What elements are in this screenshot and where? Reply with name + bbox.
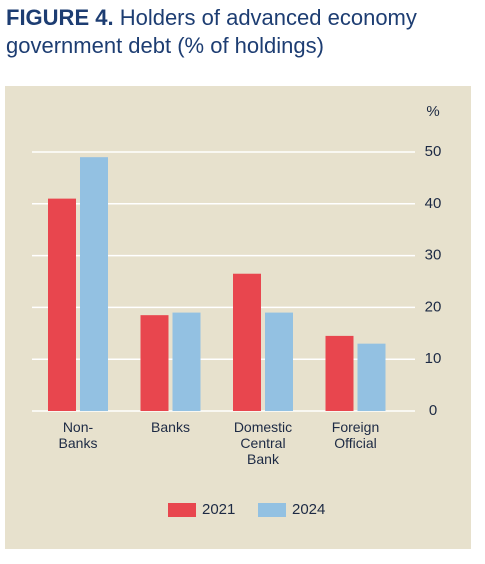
y-tick-label: 50 (425, 143, 442, 160)
bar (48, 198, 76, 411)
x-tick-label: Domestic Central Bank (233, 419, 293, 467)
legend-label: 2021 (202, 501, 235, 518)
bar (325, 335, 354, 411)
legend-label: 2024 (292, 501, 325, 518)
figure-label: FIGURE 4. (6, 5, 114, 30)
y-tick-label: 10 (425, 350, 442, 367)
x-tick-label: Non- Banks (58, 419, 98, 451)
bar (140, 315, 169, 411)
bar (172, 312, 201, 411)
legend-swatch (168, 503, 196, 517)
y-tick-label: 0 (429, 402, 437, 419)
chart-title: FIGURE 4. Holders of advanced economy go… (6, 4, 476, 60)
y-tick-label: 20 (425, 298, 442, 315)
y-tick-label: 40 (425, 195, 442, 212)
legend-swatch (258, 503, 286, 517)
bar (357, 343, 386, 411)
x-tick-label: Foreign Official (331, 419, 380, 451)
x-tick-label: Banks (151, 419, 190, 435)
bar (233, 273, 261, 411)
title-text: Holders of advanced economy government d… (6, 5, 417, 58)
bar (265, 312, 293, 411)
y-tick-label: 30 (425, 247, 442, 264)
bar (80, 157, 108, 411)
y-unit: % (426, 103, 439, 120)
